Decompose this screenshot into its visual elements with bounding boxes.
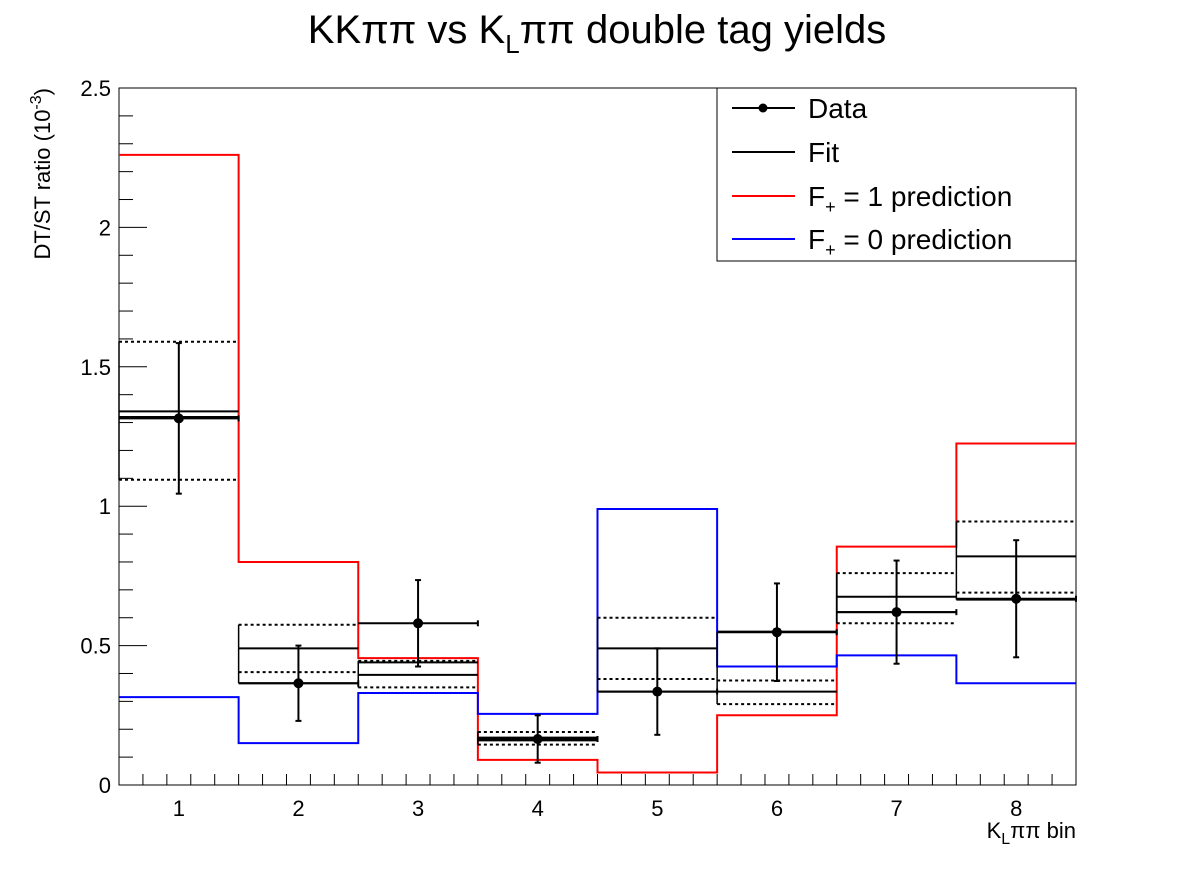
plot-area: 1 2 3 4 5 6 7 8 0 0.5 1 1.5 2 2.5 [80,76,1077,821]
legend-label-f1: F+ = 1 prediction [808,181,1012,217]
data-point [771,627,782,638]
y-tick-label: 2 [99,215,111,240]
legend-marker-data [758,103,768,113]
x-tick-label: 7 [890,796,902,821]
y-axis-tick-labels: 0 0.5 1 1.5 2 2.5 [80,76,111,798]
chart-title: KKππ vs KLππ double tag yields [308,8,886,59]
data-point [891,607,902,618]
legend-box [716,87,1077,262]
legend-label-f0: F+ = 0 prediction [808,224,1012,260]
y-axis-label: DT/ST ratio (10-3) [28,88,55,260]
legend-label-data: Data [808,93,868,124]
legend-entry-f0: F+ = 0 prediction [732,224,1012,260]
legend: Data Fit F+ = 1 prediction F+ = 0 predic… [716,87,1077,262]
series-layer [118,153,1077,774]
x-tick-label: 1 [173,796,185,821]
y-axis-ticks [119,87,147,786]
data-point [293,678,304,689]
x-axis-label: KLππ bin [987,818,1076,848]
legend-label-fit: Fit [808,137,839,168]
x-tick-label: 3 [412,796,424,821]
y-tick-label: 1.5 [80,355,111,380]
y-tick-label: 0.5 [80,634,111,659]
data-point [1011,593,1022,604]
x-tick-label: 6 [771,796,783,821]
data-point [652,686,663,697]
y-tick-label: 2.5 [80,76,111,101]
data-point [413,618,424,629]
y-tick-label: 1 [99,494,111,519]
legend-entry-fit: Fit [732,137,839,168]
x-tick-label: 8 [1010,796,1022,821]
data-point [173,413,184,424]
y-tick-label: 0 [99,773,111,798]
legend-entry-data: Data [732,93,868,124]
prediction-line [119,153,1076,774]
legend-entry-f1: F+ = 1 prediction [732,181,1012,217]
data-point [532,733,543,744]
x-tick-label: 4 [532,796,544,821]
x-axis-tick-labels: 1 2 3 4 5 6 7 8 [173,796,1023,821]
x-tick-label: 2 [292,796,304,821]
x-tick-label: 5 [651,796,663,821]
x-axis-ticks [118,774,1077,785]
